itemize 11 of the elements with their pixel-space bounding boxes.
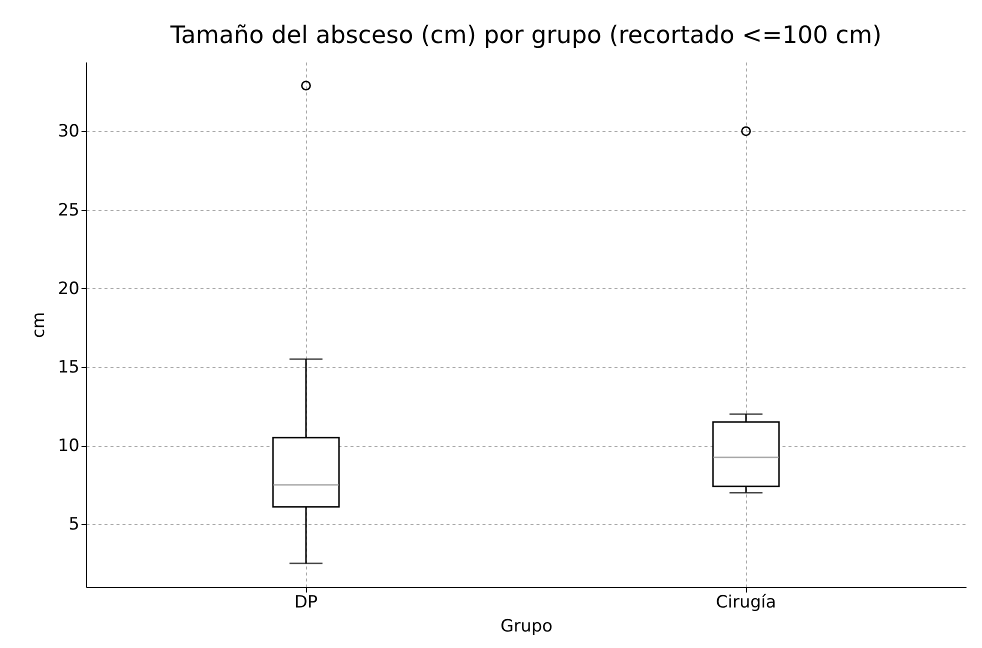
y-tick-label: 30 xyxy=(58,122,80,142)
y-tick-label: 20 xyxy=(58,278,80,299)
y-axis-title: cm xyxy=(28,312,49,338)
y-tick-label: 15 xyxy=(58,357,80,378)
y-tick-label: 10 xyxy=(58,436,80,456)
x-tick-label: Cirugía xyxy=(716,592,776,612)
x-axis-title: Grupo xyxy=(500,616,553,636)
y-tick-label: 5 xyxy=(68,514,80,535)
chart-title: Tamaño del absceso (cm) por grupo (recortado <=100 cm) xyxy=(169,21,882,49)
x-tick-label: DP xyxy=(294,592,318,612)
y-tick-label: 25 xyxy=(58,200,80,220)
